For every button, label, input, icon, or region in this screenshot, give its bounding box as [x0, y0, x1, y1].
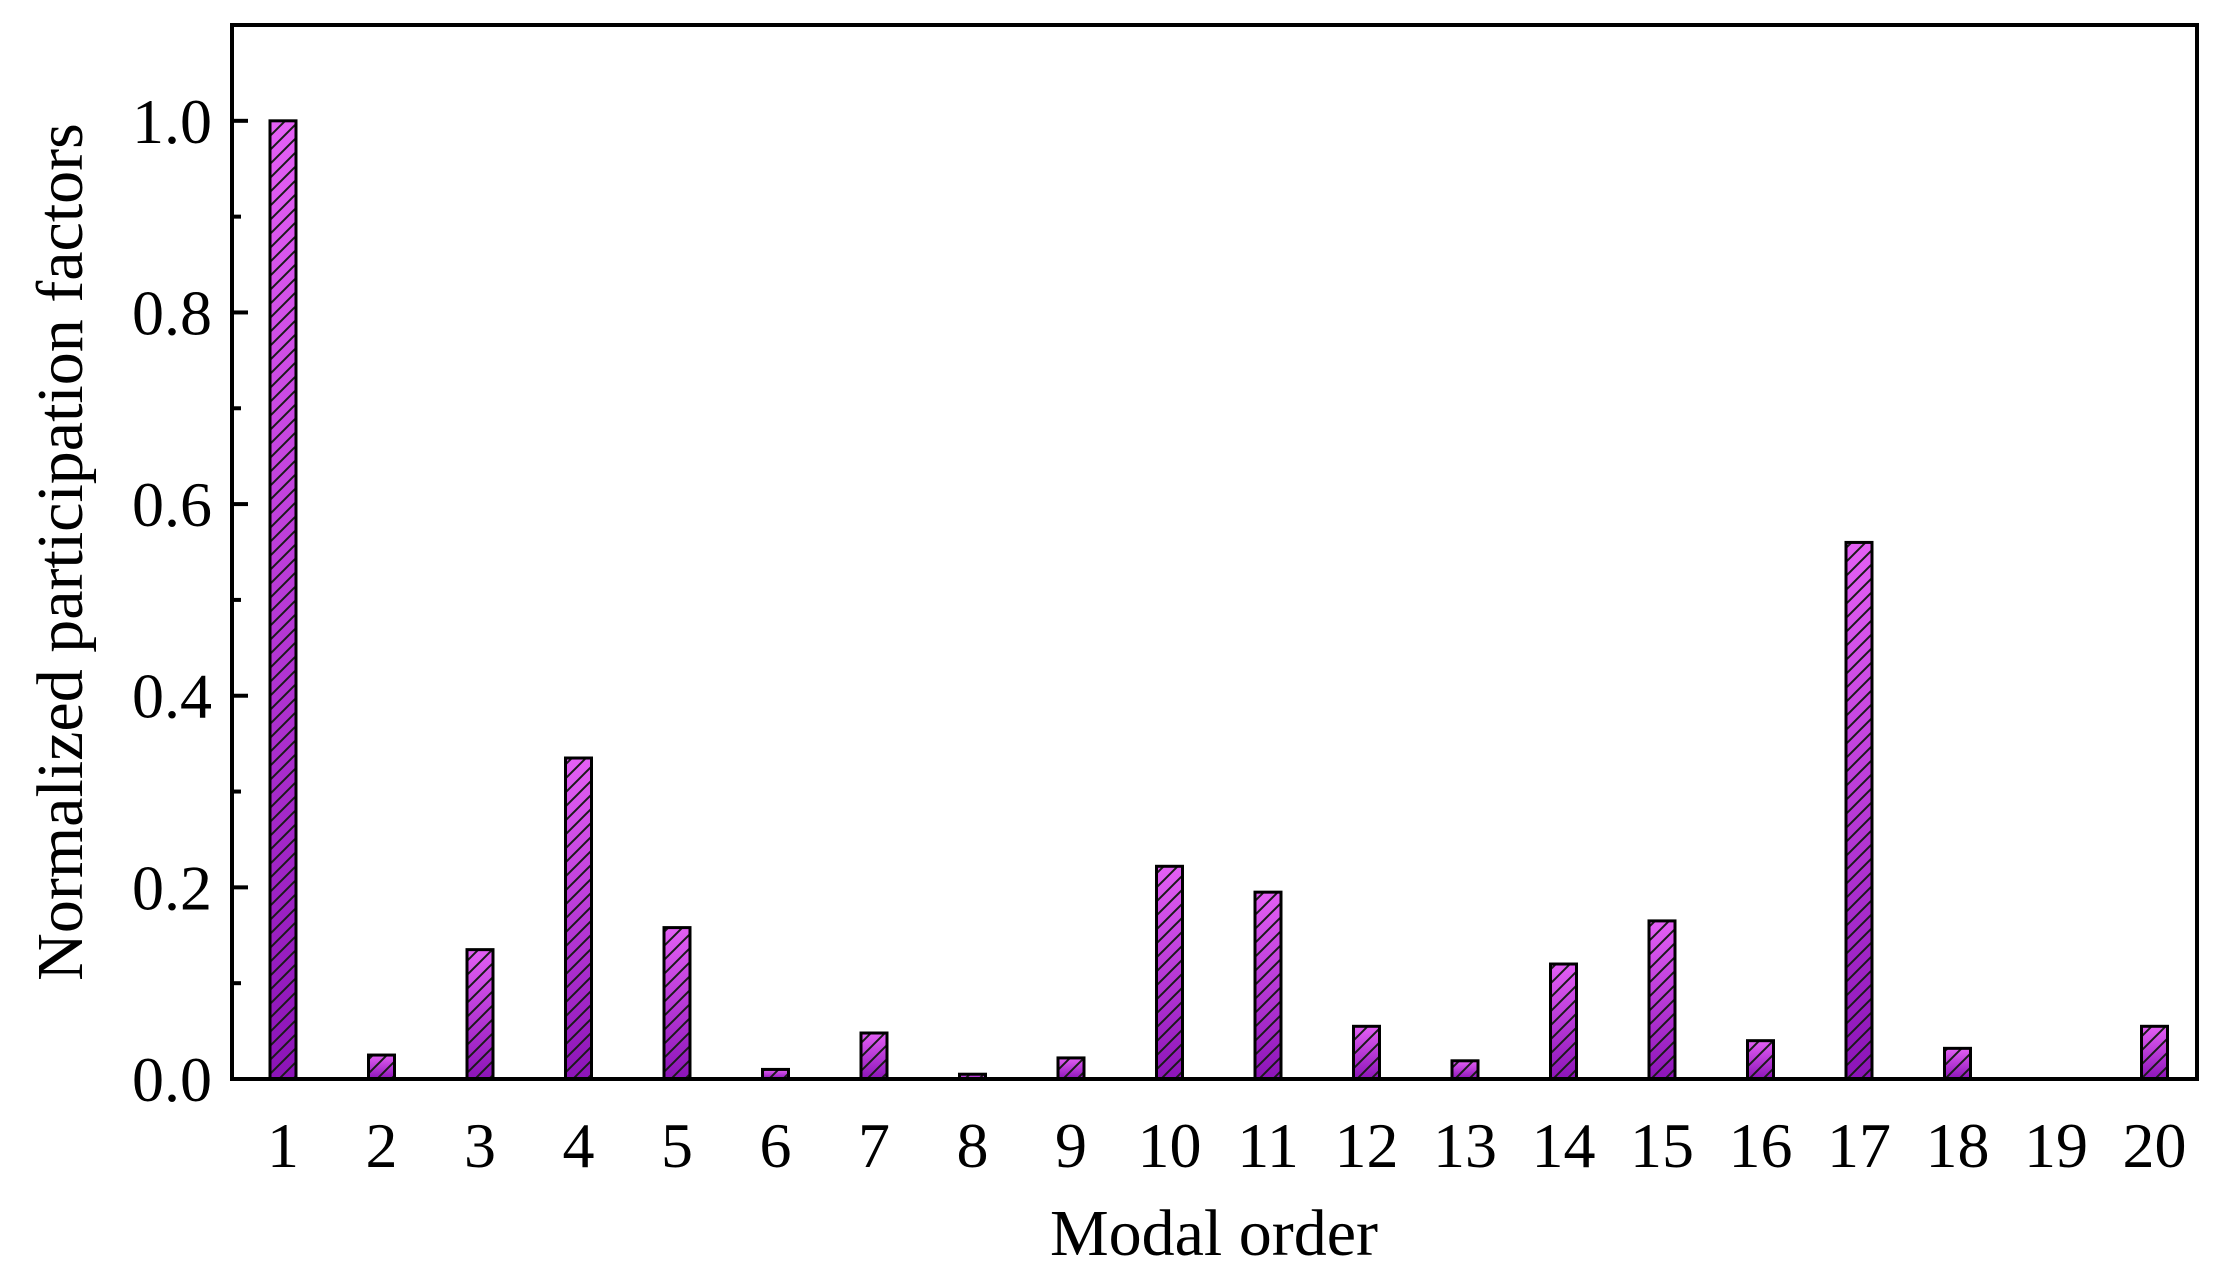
bar-hatch	[1450, 1059, 1480, 1081]
bar-13	[1450, 1059, 1480, 1081]
x-tick-label: 12	[1335, 1110, 1399, 1181]
bar-17	[1844, 540, 1874, 1081]
y-axis-ticks: 0.0 0.2 0.4 0.6 0.8 1.0	[132, 86, 248, 1115]
x-tick-label: 11	[1237, 1110, 1299, 1181]
y-tick-label: 0.6	[132, 469, 212, 540]
x-tick-label: 14	[1532, 1110, 1596, 1181]
x-tick-label: 20	[2123, 1110, 2187, 1181]
bar-2	[367, 1053, 396, 1081]
bar-9	[1056, 1056, 1086, 1081]
bar-7	[859, 1031, 889, 1081]
bar-hatch	[367, 1053, 396, 1081]
x-tick-label: 15	[1630, 1110, 1694, 1181]
bar-20	[2140, 1024, 2169, 1081]
bar-14	[1549, 962, 1578, 1081]
bar-hatch	[2140, 1024, 2169, 1081]
x-tick-label: 16	[1729, 1110, 1793, 1181]
y-tick-label: 0.8	[132, 277, 212, 348]
y-tick-label: 0.4	[132, 661, 212, 732]
bar-hatch	[1549, 962, 1578, 1081]
bar-hatch	[465, 948, 495, 1081]
x-tick-label: 17	[1827, 1110, 1891, 1181]
bar-3	[465, 948, 495, 1081]
x-tick-label: 5	[661, 1110, 693, 1181]
x-tick-label: 1	[267, 1110, 299, 1181]
bar-5	[662, 926, 692, 1081]
bar-18	[1943, 1046, 1972, 1081]
bar-10	[1155, 864, 1184, 1081]
x-tick-label: 2	[366, 1110, 398, 1181]
bar-12	[1352, 1024, 1381, 1081]
bar-11	[1253, 890, 1283, 1081]
bar-hatch	[1253, 890, 1283, 1081]
x-axis-ticks: 1 2 3 4 5 6 7 8 9 10 11 12 13 14 15 16 17 18 19 20	[267, 1110, 2187, 1181]
bar-hatch	[1155, 864, 1184, 1081]
x-tick-label: 9	[1055, 1110, 1087, 1181]
bar-hatch	[1352, 1024, 1381, 1081]
y-tick-label: 0.2	[132, 852, 212, 923]
bar-hatch	[662, 926, 692, 1081]
y-tick-label: 1.0	[132, 86, 212, 157]
bars-layer	[268, 119, 2169, 1081]
plot-frame	[230, 23, 2199, 1081]
x-tick-label: 7	[858, 1110, 890, 1181]
bar-15	[1647, 919, 1677, 1081]
bar-hatch	[1056, 1056, 1086, 1081]
x-tick-label: 4	[563, 1110, 595, 1181]
bar-hatch	[1943, 1046, 1972, 1081]
x-tick-label: 10	[1138, 1110, 1202, 1181]
bar-16	[1746, 1039, 1775, 1081]
bar-4	[564, 756, 593, 1081]
bar-hatch	[1844, 540, 1874, 1081]
bar-hatch	[1746, 1039, 1775, 1081]
x-tick-label: 8	[957, 1110, 989, 1181]
bar-hatch	[268, 119, 298, 1081]
x-tick-label: 13	[1433, 1110, 1497, 1181]
bar-hatch	[564, 756, 593, 1081]
bar-hatch	[859, 1031, 889, 1081]
y-axis-label: Normalized participation factors	[24, 123, 97, 981]
x-axis-label: Modal order	[1050, 1197, 1378, 1270]
x-tick-label: 18	[1926, 1110, 1990, 1181]
x-tick-label: 19	[2024, 1110, 2088, 1181]
bar-1	[268, 119, 298, 1081]
bar-hatch	[1647, 919, 1677, 1081]
x-tick-label: 6	[760, 1110, 792, 1181]
y-tick-label: 0.0	[132, 1044, 212, 1115]
x-tick-label: 3	[464, 1110, 496, 1181]
